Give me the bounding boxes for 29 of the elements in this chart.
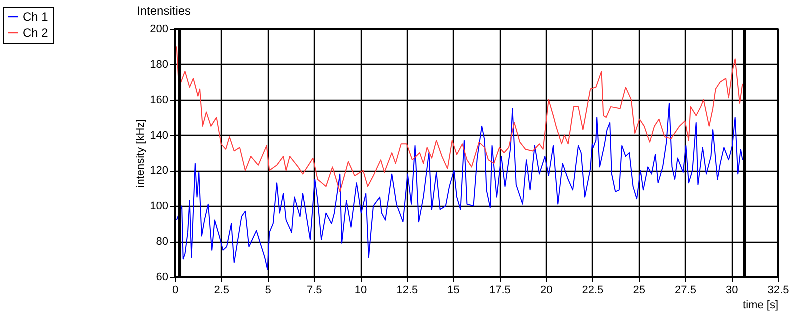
- y-tick-label: 120: [150, 165, 168, 178]
- y-tick-label: 160: [150, 94, 168, 106]
- x-tick-label: 12.5: [396, 284, 418, 296]
- y-tick-label: 200: [150, 24, 168, 36]
- legend-label: Ch 1: [23, 10, 49, 24]
- x-tick-label: 17.5: [489, 284, 511, 296]
- x-tick-label: 25: [633, 284, 646, 296]
- y-tick-label: 80: [156, 236, 168, 248]
- x-tick-label: 7.5: [307, 284, 322, 296]
- y-tick-label: 100: [150, 200, 168, 213]
- y-tick-label: 60: [156, 272, 168, 284]
- y-tick-label: 180: [150, 58, 168, 71]
- x-axis-title: time [s]: [743, 300, 778, 312]
- x-tick-label: 10: [354, 284, 368, 296]
- x-tick-label: 0: [172, 284, 179, 296]
- x-tick-label: 5: [265, 284, 272, 296]
- x-tick-label: 27.5: [675, 284, 696, 296]
- x-tick-label: 2.5: [214, 284, 230, 296]
- chart-title: Intensities: [137, 4, 192, 18]
- legend-label: Ch 2: [23, 26, 49, 40]
- y-axis-title: intensity [kHz]: [135, 119, 148, 188]
- x-tick-label: 22.5: [582, 284, 604, 296]
- line-series: [176, 102, 744, 270]
- x-tick-label: 15: [448, 284, 460, 296]
- x-tick-label: 32.5: [768, 284, 790, 296]
- y-tick-label: 140: [150, 130, 168, 142]
- line-series: [176, 46, 744, 192]
- x-tick-label: 20: [540, 284, 553, 296]
- x-tick-label: 30: [726, 284, 738, 296]
